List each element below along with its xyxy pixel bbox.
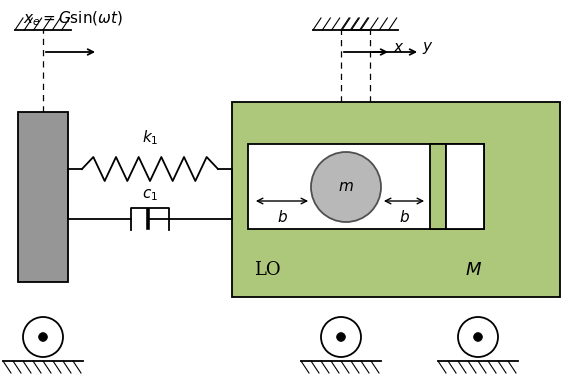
Text: $c_1$: $c_1$ [142,187,158,203]
Text: $b$: $b$ [277,209,288,225]
Circle shape [38,333,48,342]
Circle shape [311,152,381,222]
Bar [232,102,560,297]
Text: $m$: $m$ [338,180,354,194]
Text: $M$: $M$ [465,261,482,279]
Bar [248,144,484,229]
Text: $x_e = G\sin(\omega t)$: $x_e = G\sin(\omega t)$ [23,10,123,28]
Text: $k_1$: $k_1$ [142,128,158,147]
Circle shape [321,317,361,357]
Text: LO: LO [254,261,281,279]
Circle shape [336,333,346,342]
Text: $x$: $x$ [393,41,405,55]
Circle shape [23,317,63,357]
Bar [430,144,446,229]
Bar [18,112,68,282]
Text: $b$: $b$ [399,209,410,225]
Circle shape [474,333,482,342]
Circle shape [458,317,498,357]
Text: $y$: $y$ [422,40,434,56]
Bar [446,144,484,229]
